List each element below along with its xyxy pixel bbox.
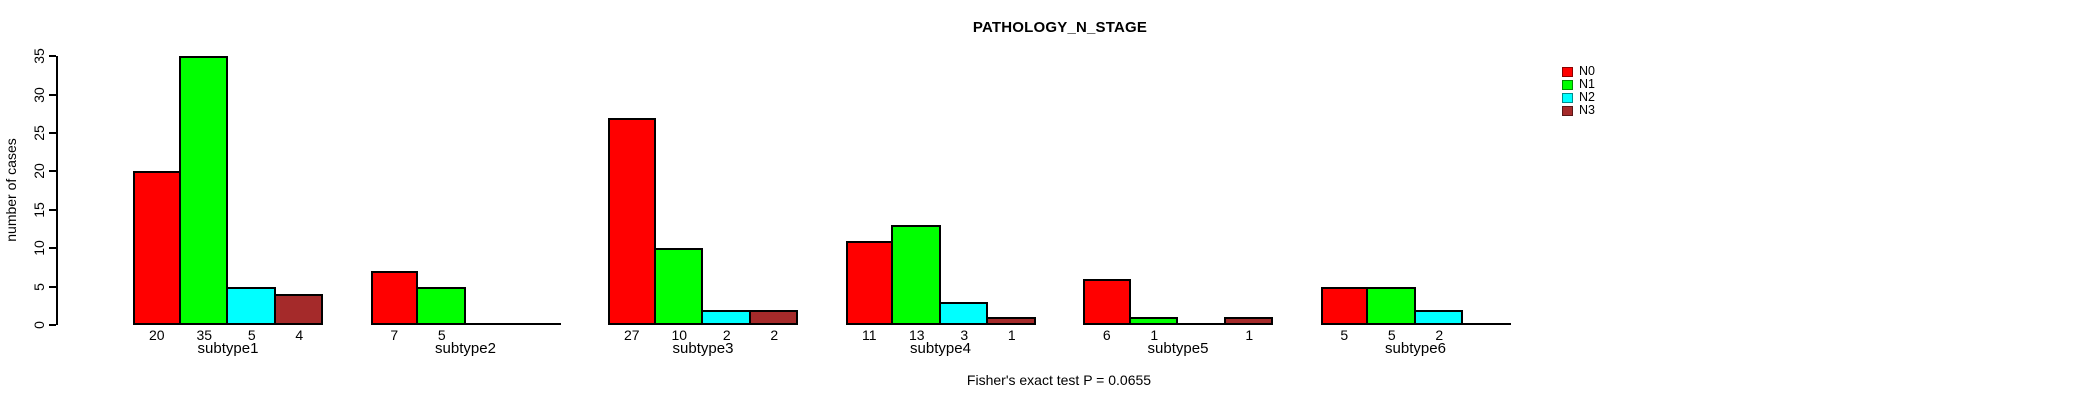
bar-subtype3-n3 <box>748 309 798 325</box>
bar-subtype4-n1 <box>891 225 941 325</box>
y-tick <box>49 247 56 250</box>
bar-subtype4-n0 <box>845 240 893 325</box>
chart-title: PATHOLOGY_N_STAGE <box>972 19 1148 36</box>
bar-subtype5-n1 <box>1128 317 1178 325</box>
bar-value-label: 2 <box>1435 327 1444 343</box>
bar-subtype1-n2 <box>226 286 276 325</box>
bar-value-label: 35 <box>196 327 213 343</box>
bar-subtype6-n0 <box>1320 286 1368 325</box>
bar-subtype6-n2 <box>1413 309 1463 325</box>
y-tick <box>49 132 56 134</box>
bar-value-label: 5 <box>1340 327 1349 343</box>
y-tick <box>49 93 56 96</box>
group-label-subtype3: subtype3 <box>672 340 734 357</box>
legend-label: N1 <box>1579 77 1595 91</box>
group-label-subtype1: subtype1 <box>197 340 259 357</box>
bar-subtype4-n2 <box>938 301 988 325</box>
bar-value-label: 2 <box>722 327 731 343</box>
bar-value-label: 10 <box>671 327 688 343</box>
legend-swatch-icon <box>1562 66 1573 77</box>
y-tick-label: 35 <box>31 48 47 64</box>
legend-item-n0: N0 <box>1562 65 1595 78</box>
y-tick-label: 30 <box>31 86 47 103</box>
bar-value-label: 2 <box>770 327 779 343</box>
legend-label: N0 <box>1579 64 1595 78</box>
bar-value-label: 5 <box>247 327 256 343</box>
y-tick-label: 20 <box>31 163 47 180</box>
bar-value-label: 6 <box>1102 327 1111 343</box>
legend-item-n1: N1 <box>1562 78 1595 91</box>
bar-subtype1-n1 <box>178 56 228 325</box>
y-tick-label: 10 <box>31 240 47 256</box>
legend-item-n2: N2 <box>1562 91 1595 104</box>
y-axis-line <box>56 56 58 325</box>
bar-subtype2-n1 <box>416 286 466 325</box>
bar-subtype2-n0 <box>370 271 418 325</box>
group-label-subtype6: subtype6 <box>1385 340 1446 357</box>
y-tick <box>49 55 56 58</box>
legend-item-n3: N3 <box>1562 104 1595 117</box>
y-tick-label: 15 <box>31 202 47 218</box>
legend-swatch-icon <box>1562 79 1573 90</box>
y-tick <box>49 208 56 211</box>
bar-subtype1-n0 <box>133 171 181 325</box>
x-axis-baseline <box>370 323 561 325</box>
bar-value-label: 3 <box>960 327 969 343</box>
bar-subtype3-n1 <box>653 248 703 325</box>
group-label-subtype5: subtype5 <box>1147 340 1209 357</box>
footer-note: Fisher's exact test P = 0.0655 <box>966 372 1152 388</box>
bar-value-label: 5 <box>1387 327 1396 343</box>
bar-subtype5-n0 <box>1083 278 1131 325</box>
bar-value-label: 1 <box>1245 327 1254 343</box>
bar-value-label: 13 <box>908 327 925 343</box>
y-tick <box>49 285 56 288</box>
y-tick-label: 5 <box>31 282 47 291</box>
y-axis-label: number of cases <box>3 138 19 242</box>
group-label-subtype2: subtype2 <box>435 340 496 357</box>
bar-subtype3-n0 <box>608 117 656 325</box>
bar-value-label: 1 <box>1007 327 1016 343</box>
bar-subtype4-n3 <box>986 317 1036 325</box>
bar-value-label: 27 <box>623 327 640 343</box>
y-tick <box>49 324 56 326</box>
legend-label: N3 <box>1579 103 1595 117</box>
legend-swatch-icon <box>1562 105 1573 116</box>
bar-subtype1-n3 <box>273 294 323 325</box>
bar-value-label: 11 <box>861 327 877 343</box>
y-tick-label: 0 <box>31 321 47 329</box>
legend: N0 N1 N2 N3 <box>1562 65 1595 117</box>
x-axis-baseline <box>1083 323 1273 325</box>
bar-value-label: 4 <box>295 327 304 343</box>
bar-subtype5-n3 <box>1223 317 1273 325</box>
bar-value-label: 7 <box>390 327 399 343</box>
group-label-subtype4: subtype4 <box>910 340 971 357</box>
bar-value-label: 20 <box>148 327 165 343</box>
bar-subtype6-n1 <box>1366 286 1416 325</box>
legend-swatch-icon <box>1562 92 1573 103</box>
bar-subtype3-n2 <box>701 309 751 325</box>
bar-value-label: 5 <box>437 327 446 343</box>
y-tick <box>49 170 56 173</box>
bar-value-label: 1 <box>1150 327 1159 343</box>
legend-label: N2 <box>1579 90 1595 104</box>
y-tick-label: 25 <box>31 125 47 141</box>
